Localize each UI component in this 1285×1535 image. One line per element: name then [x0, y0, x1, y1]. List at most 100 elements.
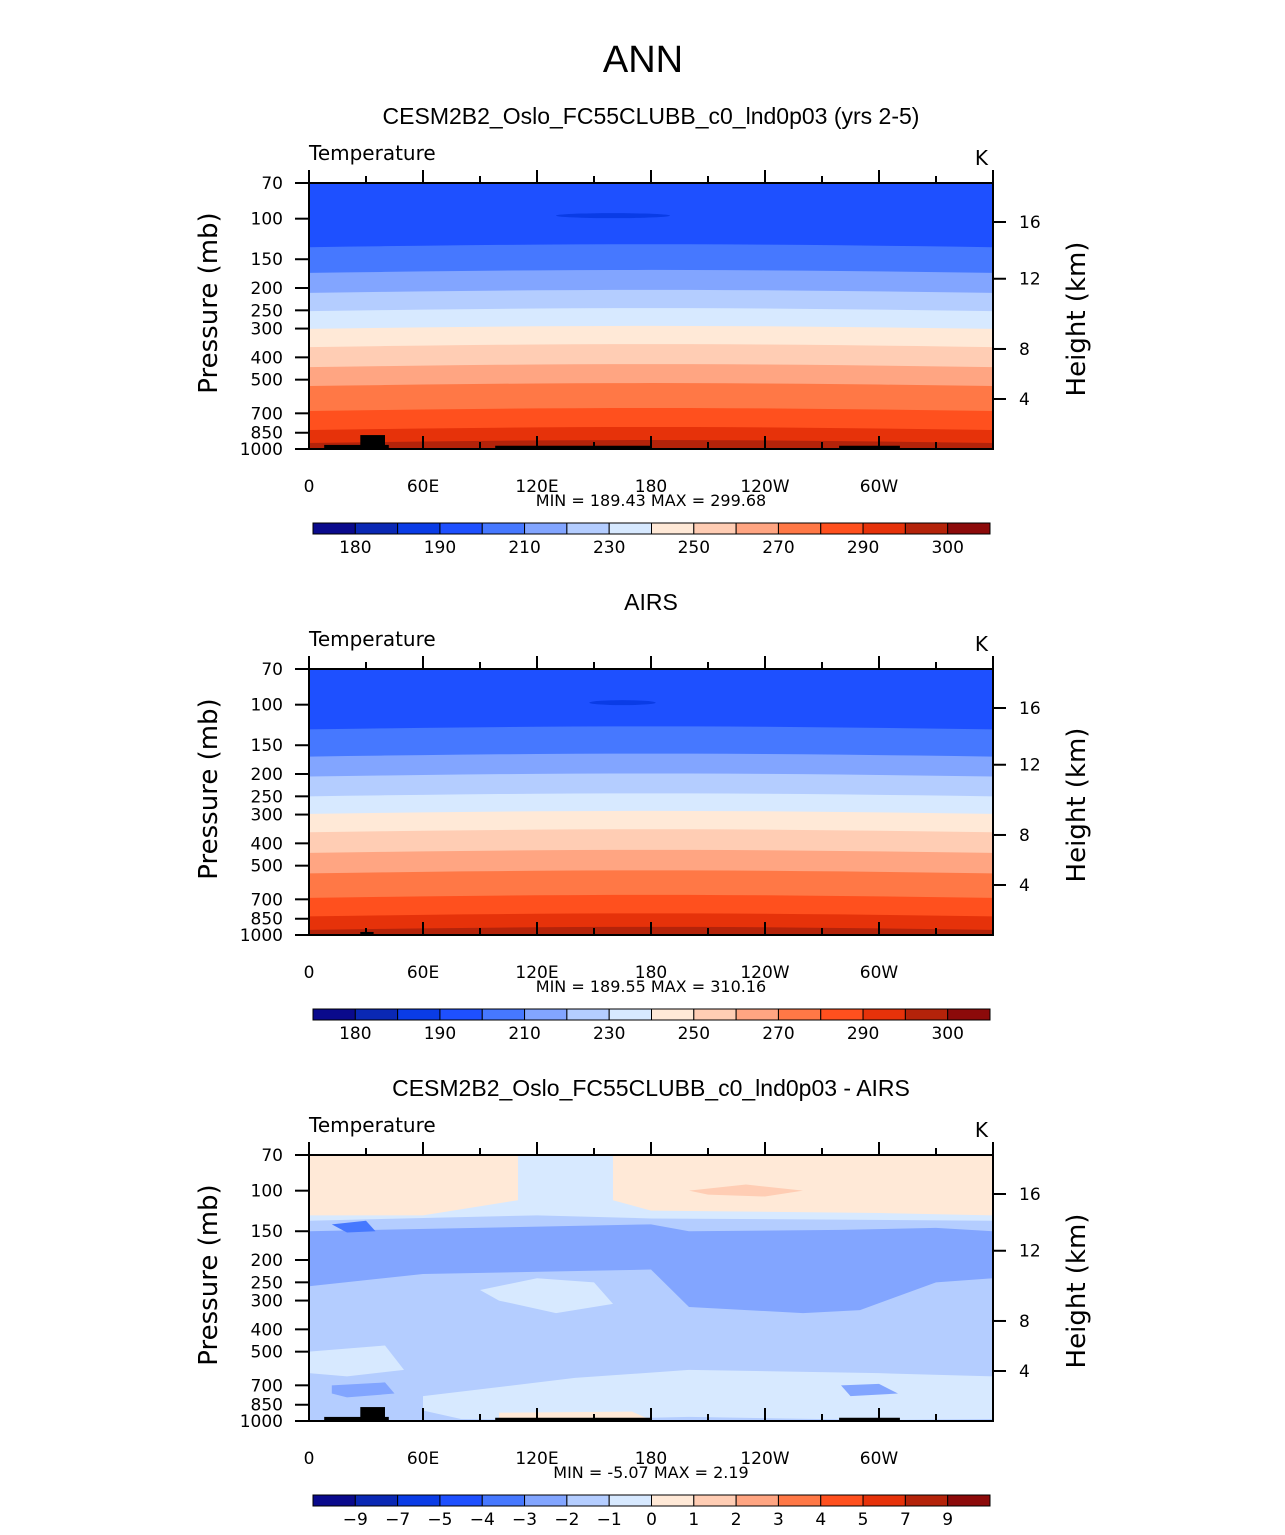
- colorbar-label: −5: [427, 1510, 452, 1530]
- contour-band: [309, 849, 993, 875]
- topography-mask: [839, 1417, 900, 1421]
- contour-band: [309, 289, 993, 313]
- y-tick-label: 150: [251, 250, 283, 270]
- panel-3: CESM2B2_Oslo_FC55CLUBB_c0_lnd0p03 - AIRS…: [194, 1075, 1092, 1530]
- x-tick-label: 120E: [515, 477, 558, 497]
- contour-blob: [556, 213, 670, 219]
- colorbar-box: [312, 1494, 356, 1507]
- y-tick-label: 850: [251, 910, 283, 930]
- plot-area: [309, 1155, 993, 1421]
- colorbar-box: [608, 1494, 652, 1507]
- contour-band: [309, 325, 993, 349]
- colorbar-label: −1: [597, 1510, 622, 1530]
- plot-area: [309, 183, 993, 449]
- y-tick-label: 70: [261, 1146, 283, 1166]
- height-tick-label: 16: [1019, 699, 1041, 719]
- colorbar-box: [397, 1494, 441, 1507]
- colorbar-box: [904, 522, 949, 535]
- colorbar-box: [820, 522, 864, 535]
- contour-band: [309, 810, 993, 834]
- contour-band: [309, 870, 993, 899]
- colorbar-label: −4: [470, 1510, 495, 1530]
- colorbar-box: [481, 522, 526, 535]
- colorbar-label: 1: [688, 1510, 699, 1530]
- y-tick-label: 300: [251, 1292, 283, 1312]
- units-label: K: [975, 632, 989, 656]
- y-tick-label: 700: [251, 890, 283, 910]
- y-tick-label: 1000: [240, 1412, 283, 1432]
- colorbar-box: [566, 1494, 610, 1507]
- left-string: Temperature: [308, 141, 436, 165]
- y-tick-label: 700: [251, 1376, 283, 1396]
- min-max-stats: MIN = 189.43 MAX = 299.68: [536, 491, 766, 510]
- height-tick-label: 12: [1019, 270, 1041, 290]
- colorbar-label: 250: [678, 538, 710, 558]
- y-axis-label-right: Height (km): [1062, 1214, 1092, 1369]
- contour-band: [309, 669, 993, 731]
- contour-band: [309, 726, 993, 758]
- colorbar-box: [524, 1008, 568, 1021]
- colorbar-label: 230: [593, 1024, 625, 1044]
- colorbar-box: [439, 1008, 483, 1021]
- y-tick-label: 250: [251, 301, 283, 321]
- contour-region: [309, 1224, 993, 1314]
- colorbar-label: 180: [339, 538, 371, 558]
- x-tick-label: 120W: [740, 477, 789, 497]
- x-tick-label: 180: [635, 1449, 667, 1469]
- y-tick-label: 500: [251, 857, 283, 877]
- colorbar-label: 290: [847, 538, 879, 558]
- y-tick-label: 300: [251, 806, 283, 826]
- y-tick-label: 150: [251, 1222, 283, 1242]
- y-axis-label: Pressure (mb): [194, 212, 224, 393]
- colorbar-box: [524, 1494, 568, 1507]
- colorbar-box: [904, 1494, 949, 1507]
- contour-band: [309, 426, 993, 445]
- topography-mask: [360, 435, 385, 449]
- y-tick-label: 850: [251, 1396, 283, 1416]
- colorbar-box: [777, 1494, 822, 1507]
- colorbar-box: [397, 522, 441, 535]
- y-tick-label: 1000: [240, 926, 283, 946]
- colorbar-box: [354, 1008, 399, 1021]
- y-tick-label: 400: [251, 834, 283, 854]
- y-tick-label: 300: [251, 320, 283, 340]
- panel-1: CESM2B2_Oslo_FC55CLUBB_c0_lnd0p03 (yrs 2…: [194, 103, 1092, 558]
- height-tick-label: 8: [1019, 1312, 1030, 1332]
- colorbar-box: [312, 1008, 356, 1021]
- contour-blob: [589, 700, 656, 706]
- contour-band: [309, 793, 993, 815]
- contour-band: [309, 383, 993, 413]
- contour-region: [841, 1383, 898, 1397]
- contour-region: [331, 1220, 376, 1233]
- y-tick-label: 400: [251, 348, 283, 368]
- height-tick-label: 12: [1019, 1242, 1041, 1262]
- y-tick-label: 150: [251, 736, 283, 756]
- panel-title: CESM2B2_Oslo_FC55CLUBB_c0_lnd0p03 (yrs 2…: [383, 103, 920, 129]
- x-tick-label: 60W: [860, 1449, 899, 1469]
- colorbar-label: −2: [554, 1510, 579, 1530]
- colorbar-box: [608, 522, 652, 535]
- x-tick-label: 0: [304, 963, 315, 983]
- colorbar-label: 290: [847, 1024, 879, 1044]
- y-tick-label: 500: [251, 1343, 283, 1363]
- colorbar-box: [651, 1494, 695, 1507]
- colorbar-label: 190: [424, 1024, 456, 1044]
- units-label: K: [975, 1118, 989, 1142]
- colorbar-label: 270: [762, 538, 794, 558]
- y-tick-label: 200: [251, 279, 283, 299]
- colorbar-box: [354, 522, 399, 535]
- colorbar-label: 270: [762, 1024, 794, 1044]
- colorbar-box: [904, 1008, 949, 1021]
- colorbar-box: [735, 522, 779, 535]
- colorbar-label: 4: [815, 1510, 826, 1530]
- height-tick-label: 8: [1019, 826, 1030, 846]
- x-tick-label: 120W: [740, 963, 789, 983]
- colorbar-box: [651, 522, 695, 535]
- topography-mask: [839, 445, 900, 449]
- min-max-stats: MIN = 189.55 MAX = 310.16: [536, 977, 766, 996]
- colorbar-box: [735, 1494, 779, 1507]
- x-tick-label: 120E: [515, 1449, 558, 1469]
- colorbar-label: 300: [931, 1024, 963, 1044]
- contour-region: [480, 1278, 613, 1314]
